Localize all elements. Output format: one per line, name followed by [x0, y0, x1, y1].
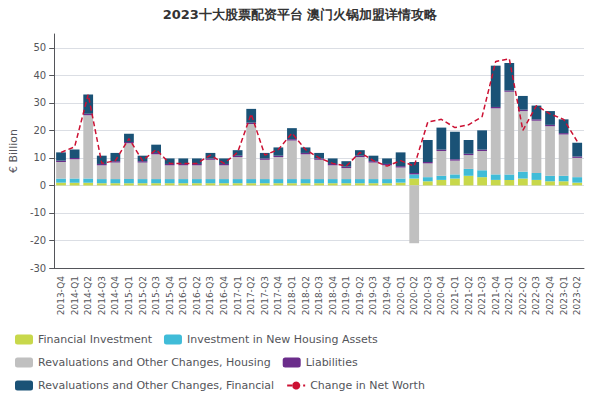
- svg-text:€ Billion: € Billion: [7, 129, 20, 173]
- svg-text:2020-Q3: 2020-Q3: [423, 276, 433, 315]
- svg-text:2017-Q1: 2017-Q1: [233, 276, 243, 315]
- svg-text:2023-Q1: 2023-Q1: [559, 276, 569, 315]
- svg-text:Financial Investment: Financial Investment: [38, 333, 153, 346]
- svg-text:2018-Q2: 2018-Q2: [301, 276, 311, 315]
- svg-text:2014-Q1: 2014-Q1: [70, 276, 80, 315]
- svg-text:2017-Q3: 2017-Q3: [260, 276, 270, 315]
- svg-text:Revaluations and Other Changes: Revaluations and Other Changes, Housing: [38, 356, 271, 369]
- svg-text:2019-Q4: 2019-Q4: [382, 276, 392, 316]
- svg-text:2018-Q4: 2018-Q4: [328, 276, 338, 316]
- svg-text:2022-Q2: 2022-Q2: [518, 276, 528, 315]
- svg-text:2014-Q2: 2014-Q2: [83, 276, 93, 315]
- svg-text:2019-Q3: 2019-Q3: [368, 276, 378, 315]
- svg-text:2016-Q2: 2016-Q2: [192, 276, 202, 315]
- svg-text:-30: -30: [30, 263, 46, 274]
- svg-text:2016-Q4: 2016-Q4: [219, 276, 229, 316]
- svg-text:2015-Q2: 2015-Q2: [138, 276, 148, 315]
- svg-text:2017-Q2: 2017-Q2: [246, 276, 256, 315]
- svg-text:2017-Q4: 2017-Q4: [273, 276, 283, 316]
- svg-text:20: 20: [33, 125, 46, 136]
- svg-text:2020-Q2: 2020-Q2: [409, 276, 419, 315]
- svg-text:2015-Q1: 2015-Q1: [124, 276, 134, 315]
- svg-text:2021-Q1: 2021-Q1: [450, 276, 460, 315]
- svg-text:Liabilities: Liabilities: [306, 356, 358, 369]
- svg-text:10: 10: [33, 152, 46, 163]
- svg-text:-10: -10: [30, 207, 46, 218]
- svg-text:2023-Q2: 2023-Q2: [572, 276, 582, 315]
- svg-text:2014-Q4: 2014-Q4: [110, 276, 120, 316]
- svg-text:Investment in New Housing Asse: Investment in New Housing Assets: [187, 333, 378, 346]
- svg-text:2023十大股票配资平台 澳门火锅加盟详情攻略: 2023十大股票配资平台 澳门火锅加盟详情攻略: [163, 7, 439, 22]
- svg-text:2022-Q1: 2022-Q1: [504, 276, 514, 315]
- svg-text:2021-Q2: 2021-Q2: [464, 276, 474, 315]
- svg-text:2015-Q4: 2015-Q4: [165, 276, 175, 316]
- svg-text:2018-Q3: 2018-Q3: [314, 276, 324, 315]
- svg-text:-20: -20: [30, 235, 46, 246]
- svg-text:2016-Q1: 2016-Q1: [178, 276, 188, 315]
- svg-text:2014-Q3: 2014-Q3: [97, 276, 107, 315]
- svg-text:30: 30: [33, 97, 46, 108]
- svg-text:2019-Q2: 2019-Q2: [355, 276, 365, 315]
- svg-text:50: 50: [33, 42, 46, 53]
- svg-text:2020-Q1: 2020-Q1: [396, 276, 406, 315]
- svg-text:0: 0: [40, 180, 46, 191]
- svg-text:2020-Q4: 2020-Q4: [436, 276, 446, 316]
- svg-text:2022-Q4: 2022-Q4: [545, 276, 555, 316]
- svg-text:2021-Q3: 2021-Q3: [477, 276, 487, 315]
- svg-text:2018-Q1: 2018-Q1: [287, 276, 297, 315]
- svg-text:2021-Q4: 2021-Q4: [491, 276, 501, 316]
- svg-text:2016-Q3: 2016-Q3: [205, 276, 215, 315]
- svg-text:2022-Q3: 2022-Q3: [531, 276, 541, 315]
- svg-text:Revaluations and Other Changes: Revaluations and Other Changes, Financia…: [38, 379, 274, 392]
- svg-text:2013-Q4: 2013-Q4: [56, 276, 66, 316]
- svg-text:2015-Q3: 2015-Q3: [151, 276, 161, 315]
- svg-text:40: 40: [33, 70, 46, 81]
- svg-text:Change in Net Worth: Change in Net Worth: [310, 379, 425, 392]
- svg-text:2019-Q1: 2019-Q1: [341, 276, 351, 315]
